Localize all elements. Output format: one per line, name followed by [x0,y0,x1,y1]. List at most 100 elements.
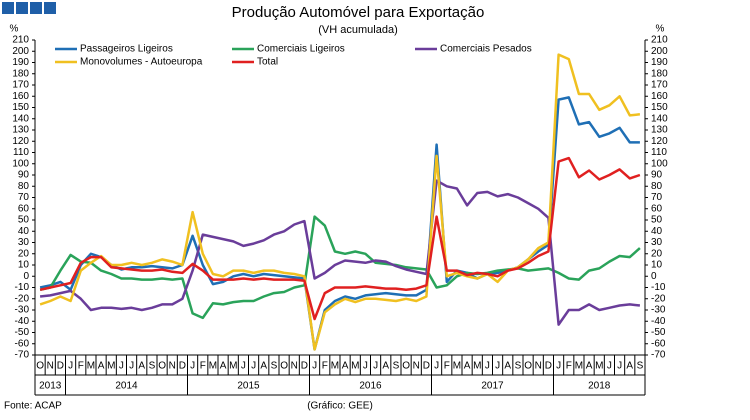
y-tick-label: 20 [18,248,30,259]
x-tick-label: O [280,361,288,372]
x-tick-label: F [444,361,450,372]
x-tick-label: S [393,361,400,372]
x-tick-label: J [241,361,246,372]
y2-tick-label: 80 [651,181,663,192]
logo [2,2,56,14]
x-tick-label: A [138,361,145,372]
x-tick-label: M [209,361,217,372]
x-tick-label: J [129,361,134,372]
x-tick-label: O [36,361,44,372]
y-tick-label: 100 [12,158,29,169]
y-tick-label: -50 [15,327,30,338]
y2-tick-label: 60 [651,203,663,214]
y-tick-label: 110 [13,147,29,158]
y2-tick-label: 150 [651,102,668,113]
y2-tick-label: 0 [651,271,657,282]
y-tick-label: 170 [12,80,29,91]
y-tick-label: 40 [18,226,30,237]
x-tick-label: S [271,361,278,372]
x-tick-label: A [504,361,511,372]
y-tick-label: 160 [12,91,29,102]
x-tick-label: D [301,361,308,372]
y2-tick-label: 10 [651,260,663,271]
y2-tick-label: 180 [651,68,668,79]
y2-tick-label: 40 [651,226,663,237]
x-tick-label: J [251,361,256,372]
legend-label: Comerciais Pesados [440,44,532,55]
source: Fonte: ACAP [4,401,62,412]
y-tick-label: -30 [15,305,30,316]
year-label: 2016 [359,381,382,392]
x-tick-label: A [626,361,633,372]
y-tick-label: 180 [12,68,29,79]
x-tick-label: M [453,361,461,372]
x-tick-label: M [473,361,481,372]
y2-tick-label: 70 [651,192,663,203]
series-line [39,96,640,351]
x-tick-label: N [47,361,54,372]
y-tick-label: -10 [15,282,30,293]
y2-tick-label: 200 [651,46,668,57]
x-tick-label: S [515,361,522,372]
x-tick-label: F [78,361,84,372]
x-tick-label: O [524,361,532,372]
y-tick-label: 200 [12,46,29,57]
x-tick-label: M [351,361,359,372]
x-tick-label: J [68,361,73,372]
y2-tick-label: 110 [651,147,667,158]
y2-tick-label: -30 [651,305,666,316]
y2-tick-label: 100 [651,158,668,169]
x-tick-label: J [190,361,195,372]
y2-tick-label: 170 [651,80,668,91]
y-tick-label: -60 [15,338,30,349]
x-tick-label: O [402,361,410,372]
y-tick-label: 140 [12,113,29,124]
y2-tick-label: 90 [651,170,663,181]
y2-tick-label: 20 [651,248,663,259]
x-tick-label: M [595,361,603,372]
year-label: 2013 [39,381,62,392]
y-tick-label: -70 [15,350,30,361]
y-tick-label: 210 [12,35,29,46]
y2-tick-label: 30 [651,237,663,248]
y-tick-label: 50 [18,215,30,226]
x-tick-label: J [119,361,124,372]
chart-subtitle: (VH acumulada) [318,24,397,36]
y2-tick-label: 130 [651,125,668,136]
y2-tick-label: 190 [651,57,668,68]
x-tick-label: N [535,361,542,372]
x-tick-label: M [331,361,339,372]
x-tick-label: A [260,361,267,372]
chart-title: Produção Automóvel para Exportação [232,4,485,21]
x-tick-label: D [179,361,186,372]
y2-tick-label: 50 [651,215,663,226]
y-tick-label: 0 [23,271,29,282]
y2-axis-label: % [656,24,665,35]
x-tick-label: J [495,361,500,372]
y-tick-label: 70 [18,192,30,203]
year-label: 2018 [588,381,611,392]
x-tick-label: J [363,361,368,372]
series-line [39,215,641,320]
x-tick-label: J [556,361,561,372]
y-tick-label: 120 [12,136,29,147]
y-tick-label: -20 [15,293,30,304]
x-tick-label: A [586,361,593,372]
x-tick-label: M [107,361,115,372]
x-tick-label: M [575,361,583,372]
y-tick-label: 60 [18,203,30,214]
x-tick-label: J [373,361,378,372]
x-tick-label: A [342,361,349,372]
x-tick-label: M [229,361,237,372]
y2-tick-label: -70 [651,350,666,361]
y-tick-label: 190 [12,57,29,68]
year-label: 2015 [237,381,260,392]
x-tick-label: A [220,361,227,372]
y2-tick-label: 120 [651,136,668,147]
x-tick-label: N [291,361,298,372]
x-tick-label: F [200,361,206,372]
x-tick-label: S [637,361,644,372]
x-tick-label: F [322,361,328,372]
year-label: 2014 [115,381,138,392]
